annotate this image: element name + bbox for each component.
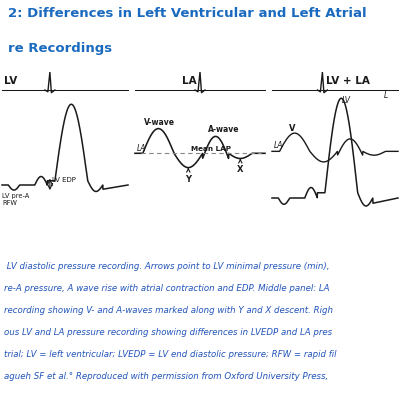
Text: ous LV and LA pressure recording showing differences in LVEDP and LA pres: ous LV and LA pressure recording showing… [4,328,332,337]
Text: 2: Differences in Left Ventricular and Left Atrial: 2: Differences in Left Ventricular and L… [8,7,367,20]
Text: RFW: RFW [2,200,17,206]
Text: LV EDP: LV EDP [52,177,76,183]
Text: V: V [289,124,295,133]
Text: X: X [237,160,244,174]
Text: LA: LA [274,141,284,150]
Text: LV diastolic pressure recording. Arrows point to LV minimal pressure (min),: LV diastolic pressure recording. Arrows … [4,262,330,271]
Text: LA: LA [182,76,197,86]
Text: re-A pressure, A wave rise with atrial contraction and EDP. Middle panel: LA: re-A pressure, A wave rise with atrial c… [4,284,330,293]
Text: L: L [384,91,388,100]
Text: recording showing V- and A-waves marked along with Y and X descent. Righ: recording showing V- and A-waves marked … [4,306,333,315]
Text: LV: LV [4,76,17,86]
Text: Y: Y [185,169,191,184]
Text: trial; LV = left ventricular; LVEDP = LV end diastolic pressure; RFW = rapid fil: trial; LV = left ventricular; LVEDP = LV… [4,350,336,359]
Text: LV + LA: LV + LA [326,76,370,86]
Text: agueh SF et al.° Reproduced with permission from Oxford University Press,: agueh SF et al.° Reproduced with permiss… [4,372,328,381]
Text: LV: LV [341,96,350,105]
Text: Mean LAP: Mean LAP [191,146,231,152]
Text: LV pre-A: LV pre-A [2,193,29,199]
Text: LA: LA [137,144,146,153]
Text: V-wave: V-wave [144,118,175,126]
Text: A-wave: A-wave [208,125,239,134]
Text: re Recordings: re Recordings [8,42,112,55]
